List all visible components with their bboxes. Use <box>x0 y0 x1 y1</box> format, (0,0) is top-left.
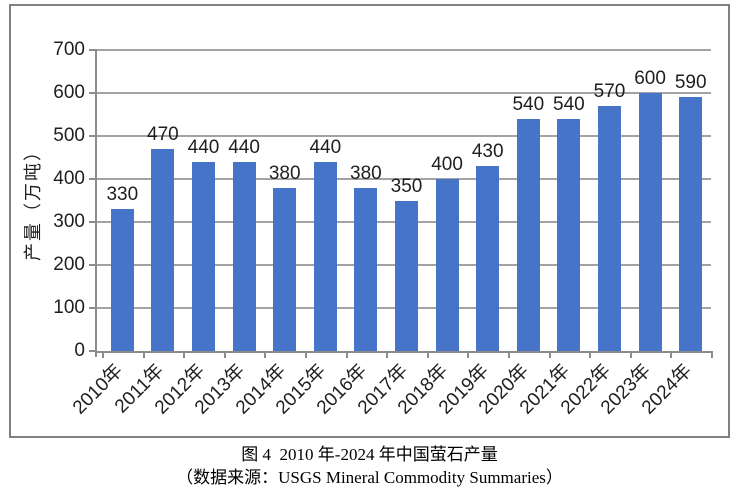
x-axis-tick <box>589 353 592 358</box>
x-axis-tick <box>142 353 145 358</box>
y-axis-tick-label: 200 <box>53 254 85 275</box>
bar-2022年 <box>598 105 621 351</box>
gridline-600 <box>95 92 711 94</box>
y-axis-tick <box>89 307 95 309</box>
gridline-500 <box>95 135 711 137</box>
bar-2023年 <box>638 93 662 351</box>
x-axis-tick <box>548 353 551 358</box>
x-axis-tick <box>629 353 632 358</box>
bar-value-label: 380 <box>350 162 382 184</box>
x-axis-line <box>95 351 713 353</box>
y-axis-tick-label: 400 <box>53 168 85 189</box>
bar-value-label: 430 <box>471 141 504 163</box>
bar-value-label: 440 <box>309 136 342 158</box>
figure-caption: 图 4 2010 年-2024 年中国萤石产量 <box>241 445 498 464</box>
y-axis-tick <box>89 135 95 137</box>
y-axis-tick <box>89 178 95 180</box>
x-axis-tick <box>223 353 226 358</box>
bar-value-label: 440 <box>187 136 220 158</box>
y-axis-tick <box>89 350 95 352</box>
y-axis-tick-label: 0 <box>74 340 85 361</box>
x-axis-tick <box>102 353 104 358</box>
y-axis-tick <box>89 92 95 94</box>
x-axis-tick <box>386 353 389 358</box>
bar-value-label: 570 <box>593 80 626 102</box>
y-axis-tick-label: 100 <box>53 297 85 318</box>
bar-value-label: 380 <box>268 162 301 184</box>
plot-area: 0 100 200 300 400 500 600 700 330 2010年 470 2011年 44… <box>11 6 728 436</box>
gridline-700 <box>95 49 711 51</box>
chart-frame: 产量（万吨） 0 100 200 300 400 500 600 700 330 2010年 470… <box>9 4 730 438</box>
bar-value-label: 350 <box>390 175 423 197</box>
bar-value-label: 600 <box>634 68 666 89</box>
bar-2015年 <box>313 161 337 351</box>
y-axis-tick-label: 700 <box>53 39 85 60</box>
bar-value-label: 470 <box>147 123 179 145</box>
bar-2021年 <box>557 118 581 351</box>
bar-2016年 <box>354 187 378 351</box>
x-axis-tick <box>426 353 429 358</box>
bar-value-label: 540 <box>512 93 545 115</box>
bar-value-label: 540 <box>553 93 585 115</box>
x-axis-tick <box>345 353 348 358</box>
bar-2011年 <box>151 148 175 351</box>
y-axis-tick-label: 600 <box>53 82 85 103</box>
x-axis-tick <box>183 353 186 358</box>
bar-2017年 <box>395 200 418 351</box>
bar-2013年 <box>232 161 256 351</box>
bar-2010年 <box>110 209 134 351</box>
figure-source: （数据来源：USGS Mineral Commodity Summaries） <box>176 468 563 487</box>
bar-2014年 <box>273 187 297 351</box>
y-axis-tick <box>89 264 95 266</box>
x-axis-tick <box>711 353 713 358</box>
gridline-400 <box>95 178 711 180</box>
y-axis-line <box>95 49 97 357</box>
x-axis-tick <box>670 353 673 358</box>
x-axis-tick <box>305 353 307 358</box>
y-axis-tick <box>89 49 95 51</box>
bar-2019年 <box>476 166 500 351</box>
x-axis-tick <box>508 353 510 358</box>
x-axis-tick <box>467 353 470 358</box>
bar-2020年 <box>516 118 540 351</box>
bar-value-label: 440 <box>228 136 260 158</box>
bar-value-label: 400 <box>431 154 463 175</box>
bar-2024年 <box>679 97 703 351</box>
y-axis-tick <box>89 221 95 223</box>
x-axis-tick <box>264 353 267 358</box>
bar-value-label: 590 <box>674 72 707 94</box>
y-axis-tick-label: 500 <box>53 125 85 146</box>
bar-2012年 <box>192 161 215 351</box>
bar-value-label: 330 <box>106 184 139 206</box>
y-axis-tick-label: 300 <box>53 211 85 232</box>
bar-2018年 <box>435 179 459 351</box>
